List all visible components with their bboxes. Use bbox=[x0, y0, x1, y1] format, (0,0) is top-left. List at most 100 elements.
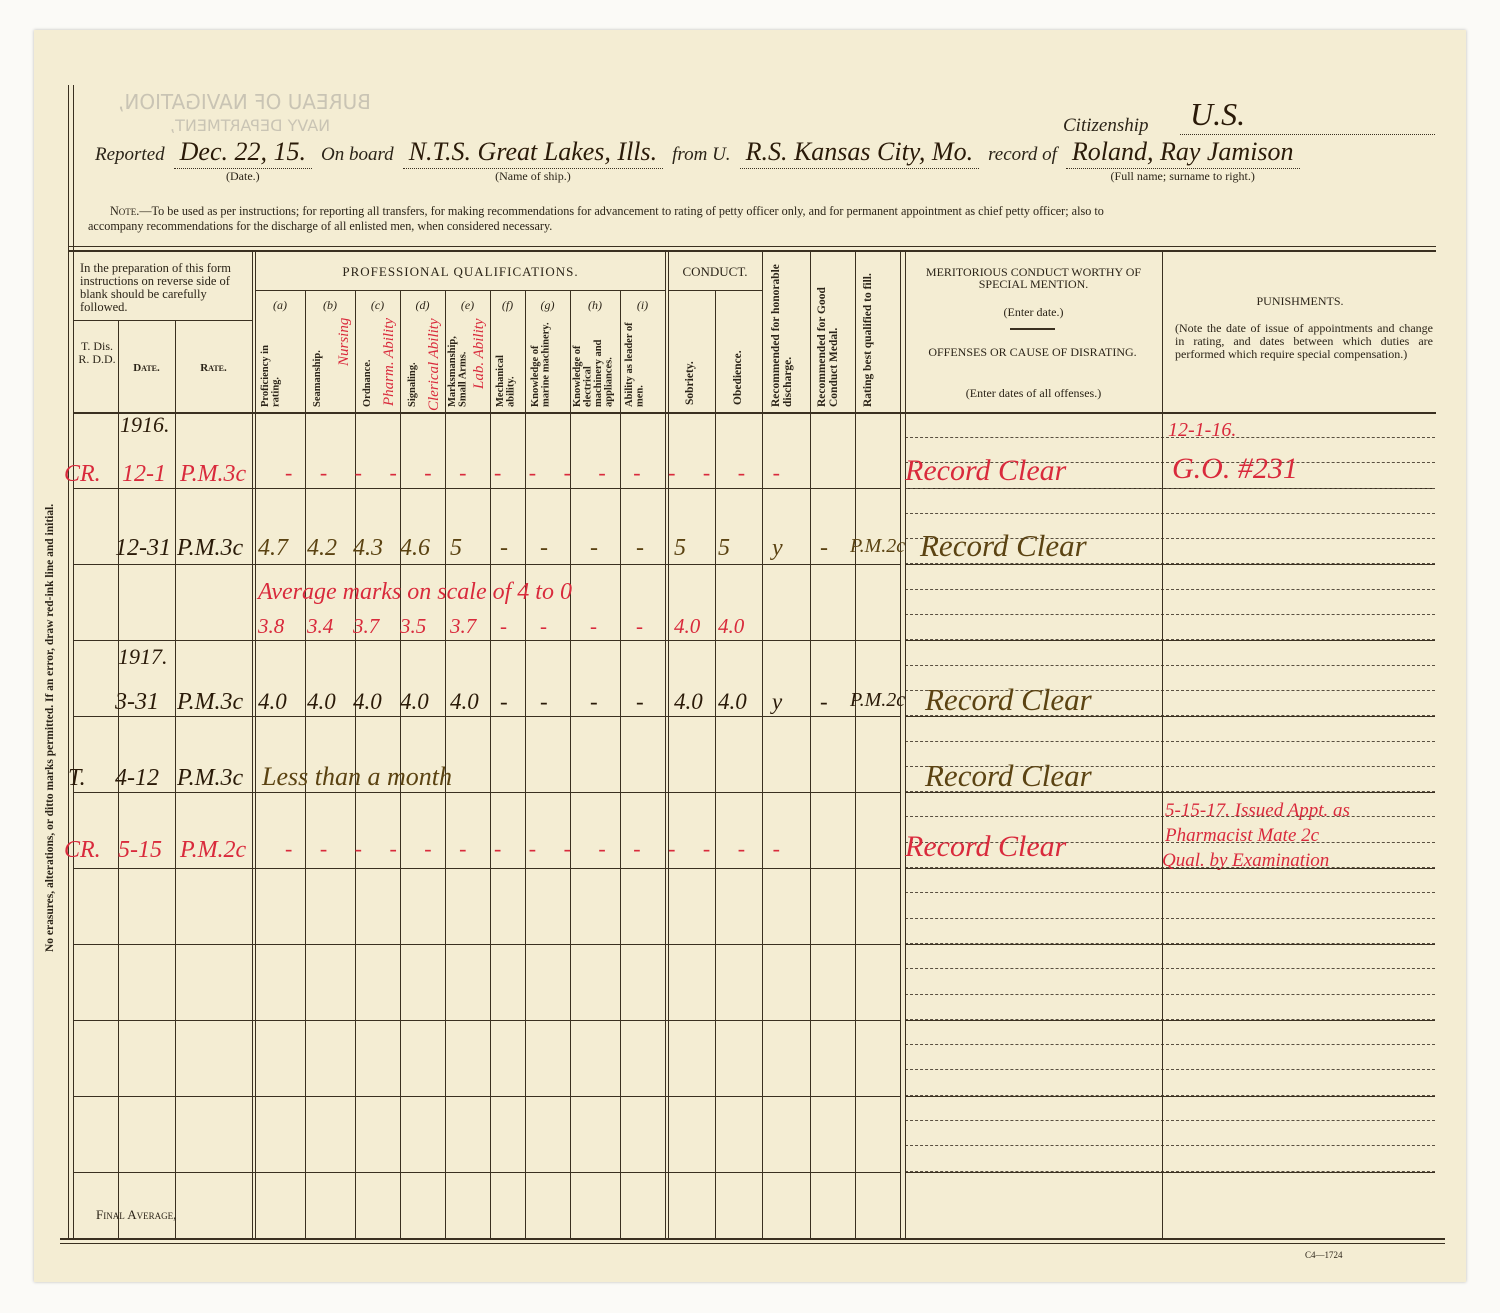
dashed-rule bbox=[905, 791, 1435, 792]
column-line bbox=[905, 250, 906, 1238]
row1-offenses: Record Clear bbox=[905, 454, 1067, 487]
honorable-discharge-header: Recommended for honorable discharge. bbox=[770, 264, 794, 407]
row3-offenses: Record Clear bbox=[925, 682, 1092, 717]
column-line bbox=[900, 250, 901, 1238]
row-line bbox=[74, 792, 900, 794]
final-average-label: Final Average, bbox=[96, 1207, 177, 1222]
from-label: from U. bbox=[672, 144, 731, 165]
citizenship-label: Citizenship bbox=[1063, 115, 1149, 136]
dashed-rule bbox=[905, 994, 1435, 995]
dashed-rule bbox=[905, 842, 1435, 843]
mark-g: - bbox=[540, 614, 547, 638]
prof-sub-line bbox=[255, 290, 665, 291]
dashed-rule bbox=[905, 892, 1435, 893]
row5-rate: P.M.2c bbox=[180, 837, 247, 863]
from-field[interactable]: R.S. Kansas City, Mo. bbox=[739, 136, 980, 169]
mark-a: 3.8 bbox=[258, 614, 285, 638]
table-top-border bbox=[68, 250, 1436, 252]
meritorious-header: MERITORIOUS CONDUCT WORTHY OF SPECIAL ME… bbox=[925, 265, 1142, 291]
prof-column-label: Knowledge of electrical machinery and ap… bbox=[572, 339, 615, 407]
prof-column-letter: (c) bbox=[370, 298, 385, 312]
name-group: Roland, Ray Jamison (Full name; surname … bbox=[1065, 136, 1300, 183]
dashed-rule bbox=[905, 513, 1435, 514]
annotation-d: Clerical Ability bbox=[426, 318, 442, 411]
ship-group: N.T.S. Great Lakes, Ills. (Name of ship.… bbox=[402, 136, 664, 183]
column-line bbox=[252, 250, 253, 1238]
column-line bbox=[525, 290, 526, 1238]
year-1917: 1917. bbox=[118, 644, 168, 669]
prof-column-label: Seamanship. bbox=[312, 350, 323, 407]
good-conduct-header: Recommended for Good Conduct Medal. bbox=[816, 287, 840, 407]
prof-column-label: Signaling. bbox=[407, 362, 418, 407]
rating-best-mark: P.M.2c bbox=[850, 535, 906, 557]
row-line bbox=[74, 488, 900, 490]
left-border bbox=[68, 85, 69, 1240]
sobriety-mark: 4.0 bbox=[674, 614, 701, 638]
row-line bbox=[74, 1096, 900, 1098]
mark-i: - bbox=[636, 614, 643, 638]
prof-column-label: Ordnance. bbox=[362, 359, 373, 407]
column-line bbox=[855, 250, 856, 1238]
honorable-mark: y bbox=[772, 689, 783, 714]
dashed-rule bbox=[905, 563, 1435, 564]
row5-punishment-line-2: Pharmacist Mate 2c bbox=[1165, 825, 1320, 846]
prof-column-label: Proficiency in rating. bbox=[260, 345, 282, 407]
dashed-rule bbox=[905, 1145, 1435, 1146]
left-border bbox=[73, 85, 74, 1240]
obedience-mark: 5 bbox=[718, 535, 730, 561]
prof-column-letter: (g) bbox=[540, 298, 555, 312]
name-caption: (Full name; surname to right.) bbox=[1110, 169, 1255, 183]
prof-column-label: Mechanical ability. bbox=[495, 355, 517, 407]
column-line bbox=[255, 250, 256, 1238]
tdis-header: T. Dis. R. D.D. bbox=[78, 339, 116, 366]
prof-column-letter: (b) bbox=[323, 298, 337, 312]
dashed-rule bbox=[905, 968, 1435, 969]
dashed-rule bbox=[905, 715, 1435, 716]
row1-date: 12-1 bbox=[122, 461, 166, 487]
dashed-rule bbox=[905, 741, 1435, 742]
mark-e: 3.7 bbox=[450, 614, 477, 638]
row1-rate: P.M.3c bbox=[180, 461, 247, 487]
citizenship-field[interactable]: U.S. bbox=[1190, 96, 1246, 132]
prof-column-label: Knowledge of marine machinery. bbox=[530, 322, 552, 407]
mark-d: 4.0 bbox=[400, 689, 429, 714]
obedience-header: Obedience. bbox=[732, 350, 744, 405]
annotation-e: Lab. Ability bbox=[471, 318, 487, 389]
row-line bbox=[74, 640, 900, 642]
date-header: Date. bbox=[133, 362, 160, 374]
reported-date-group: Dec. 22, 15. (Date.) bbox=[173, 136, 313, 183]
mark-c: 4.3 bbox=[353, 535, 383, 561]
mark-g: - bbox=[540, 689, 548, 714]
name-field[interactable]: Roland, Ray Jamison bbox=[1065, 136, 1300, 169]
dashed-rule bbox=[905, 1120, 1435, 1121]
reported-date-field[interactable]: Dec. 22, 15. bbox=[173, 136, 313, 169]
mark-h: - bbox=[590, 614, 597, 638]
ship-field[interactable]: N.T.S. Great Lakes, Ills. bbox=[402, 136, 664, 169]
table-bottom-border bbox=[60, 1238, 1445, 1240]
row1-punish-date: 12-1-16. bbox=[1168, 419, 1237, 441]
mark-h: - bbox=[590, 535, 598, 561]
prof-column-letter: (h) bbox=[588, 298, 602, 312]
row2-date: 12-31 bbox=[115, 535, 171, 561]
honorable-mark: y bbox=[772, 535, 783, 561]
row4-note: Less than a month bbox=[262, 762, 452, 791]
prof-column-letter: (f) bbox=[501, 298, 514, 312]
table-bottom-border bbox=[60, 1243, 1445, 1244]
dashed-rule bbox=[905, 589, 1435, 590]
mark-c: 4.0 bbox=[353, 689, 382, 714]
column-line bbox=[715, 290, 716, 1238]
row-line bbox=[74, 1020, 900, 1022]
dashed-rule bbox=[905, 614, 1435, 615]
header-divider bbox=[1010, 328, 1055, 330]
mark-e: 5 bbox=[450, 535, 462, 561]
mark-g: - bbox=[540, 535, 548, 561]
row-line-right bbox=[905, 640, 1435, 642]
row-line-right bbox=[905, 1096, 1435, 1098]
column-line bbox=[620, 290, 621, 1238]
from-caption-spacer bbox=[858, 169, 861, 183]
citizenship-line bbox=[1180, 134, 1435, 135]
dashed-rule bbox=[905, 816, 1435, 817]
row-line bbox=[74, 868, 900, 870]
dashed-rule bbox=[905, 1171, 1435, 1172]
punishments-header: PUNISHMENTS. bbox=[1256, 294, 1344, 308]
